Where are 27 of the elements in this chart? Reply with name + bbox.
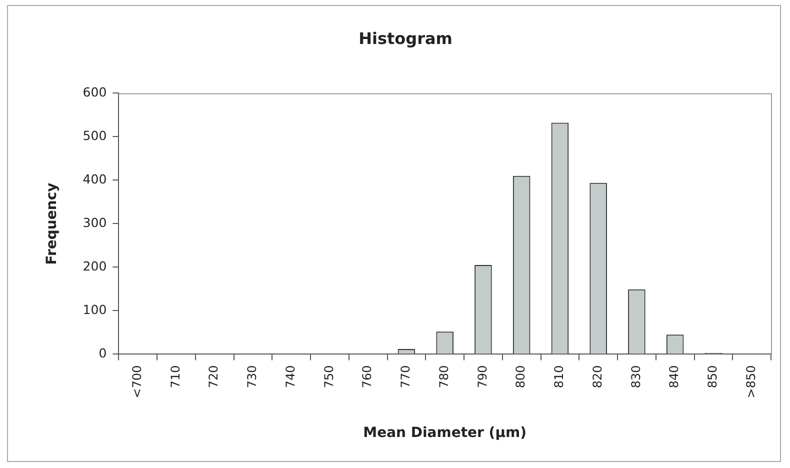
y-tick-label: 400 — [82, 171, 107, 186]
x-tick-label: 710 — [168, 365, 182, 388]
x-tick-label: 770 — [398, 365, 413, 388]
x-tick-label: 750 — [322, 365, 336, 388]
y-tick-label: 200 — [82, 258, 107, 274]
x-tick-label: 720 — [206, 365, 221, 388]
x-axis-title: Mean Diameter (µm) — [363, 425, 526, 442]
y-tick-label: 0 — [98, 345, 107, 360]
x-tick-label: >850 — [744, 365, 758, 398]
y-tick-label: 100 — [82, 302, 107, 317]
x-tick-label: 740 — [283, 365, 298, 388]
x-tick-label: 790 — [475, 365, 490, 388]
x-tick-label: 850 — [706, 365, 720, 388]
y-axis-title: Frequency — [44, 182, 60, 265]
x-tick-label: 820 — [590, 365, 604, 388]
x-tick-label: 800 — [514, 365, 528, 388]
x-tick-label: 730 — [245, 365, 260, 388]
y-tick-label: 600 — [82, 84, 107, 100]
y-tick-label: 500 — [82, 128, 107, 143]
y-tick-label: 300 — [82, 214, 107, 230]
x-tick-label: 840 — [667, 365, 682, 388]
x-tick-label: 830 — [628, 365, 643, 388]
x-tick-label: 760 — [360, 365, 374, 388]
x-tick-label: <700 — [130, 365, 144, 398]
x-tick-label: 810 — [552, 365, 566, 388]
x-tick-label: 780 — [436, 365, 451, 388]
chart-title: Histogram — [358, 28, 452, 48]
